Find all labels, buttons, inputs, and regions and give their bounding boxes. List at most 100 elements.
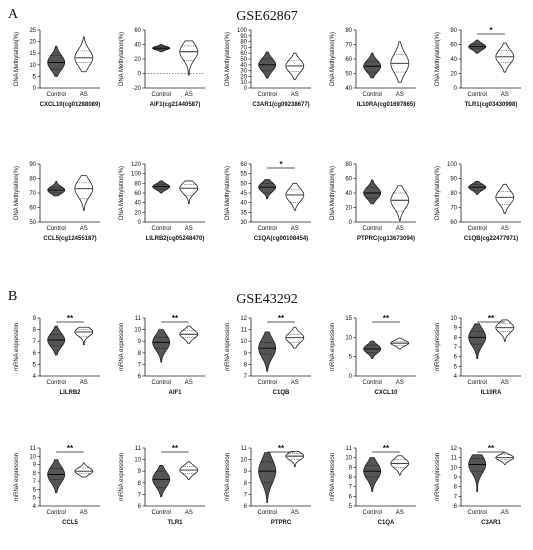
x-tick-label: AS <box>185 380 193 386</box>
y-tick-label: 60 <box>450 43 457 49</box>
chart-panel: 4 5 6 7 8 9 mRNA expression Control AS ** LILRB2 <box>14 314 100 396</box>
y-tick-label: 9 <box>33 316 37 322</box>
violin-control <box>363 179 382 205</box>
y-tick-label: 20 <box>134 57 141 63</box>
x-tick-label: AS <box>396 380 404 386</box>
y-tick-label: 30 <box>240 220 247 226</box>
chart-panel: 50 60 70 80 90 DNA Methylation(%) Control AS CCL… <box>14 162 100 242</box>
x-tick-label: AS <box>501 380 509 386</box>
x-tick-label: AS <box>291 226 299 232</box>
x-tick-label: AS <box>501 92 509 98</box>
y-tick-label: 10 <box>345 456 352 462</box>
y-tick-label: 6 <box>33 351 37 357</box>
y-tick-label: 10 <box>240 80 247 86</box>
x-tick-label: AS <box>396 510 404 516</box>
x-tick-label: AS <box>396 226 404 232</box>
y-tick-label: 10 <box>134 328 141 334</box>
y-tick-label: 7 <box>138 362 142 368</box>
y-tick-label: 8 <box>33 471 37 477</box>
chart-panel: 0 5 10 15 20 25 DNA Methylation(%) Control AS CXC… <box>14 28 100 108</box>
y-tick-label: 40 <box>134 43 141 49</box>
y-tick-label: 80 <box>450 28 457 34</box>
y-axis-label: mRNA expression <box>435 453 441 501</box>
y-tick-label: 10 <box>29 63 36 69</box>
y-tick-label: 6 <box>244 504 248 510</box>
chart-panel: 0 5 10 15 mRNA expression Control AS ** CXCL10 <box>330 314 416 396</box>
y-tick-label: 50 <box>240 181 247 187</box>
y-axis-label: mRNA expression <box>330 453 336 501</box>
y-tick-label: 5 <box>349 504 353 510</box>
y-tick-label: 11 <box>241 446 248 452</box>
y-tick-label: 8 <box>138 481 142 487</box>
y-tick-label: 60 <box>450 220 457 226</box>
y-tick-label: 120 <box>131 162 142 168</box>
violin-control <box>258 452 277 503</box>
x-tick-label: Control <box>468 510 487 516</box>
significance-label: ** <box>278 314 285 323</box>
violin-as <box>179 461 199 480</box>
x-axis-label: C3AR1 <box>481 520 501 526</box>
y-tick-label: 11 <box>135 446 142 452</box>
x-tick-label: AS <box>80 380 88 386</box>
y-tick-label: 10 <box>345 335 352 341</box>
x-tick-label: AS <box>80 92 88 98</box>
violin-as <box>74 462 94 478</box>
x-axis-label: C1QB <box>273 390 290 396</box>
x-tick-label: AS <box>80 510 88 516</box>
y-tick-label: 7 <box>138 492 142 498</box>
x-tick-label: AS <box>396 92 404 98</box>
x-axis-label: TLR1 <box>168 520 184 526</box>
violin-as <box>495 452 515 465</box>
x-tick-label: Control <box>363 380 382 386</box>
violin-as <box>179 180 199 205</box>
y-tick-label: 40 <box>450 57 457 63</box>
x-tick-label: AS <box>501 510 509 516</box>
x-tick-label: Control <box>258 92 277 98</box>
x-axis-label: C1QA(cg00108454) <box>254 236 308 242</box>
x-tick-label: Control <box>152 92 171 98</box>
x-axis-label: IL10RA <box>481 390 502 396</box>
y-tick-label: 60 <box>29 206 36 212</box>
y-tick-label: 15 <box>29 51 36 57</box>
significance-label: * <box>489 26 493 35</box>
y-tick-label: 50 <box>29 220 36 226</box>
y-tick-label: 80 <box>240 40 247 46</box>
y-axis-label: DNA Methylation(%) <box>435 166 441 220</box>
x-tick-label: Control <box>468 92 487 98</box>
y-tick-label: 9 <box>349 465 353 471</box>
y-tick-label: 6 <box>138 504 142 510</box>
y-tick-label: 7 <box>33 479 37 485</box>
significance-label: ** <box>172 444 179 453</box>
chart-panel: 0 20 40 60 80 DNA Methylation(%) Control AS * TLR… <box>435 26 521 108</box>
y-tick-label: 80 <box>345 28 352 34</box>
y-tick-label: 6 <box>349 494 353 500</box>
y-axis-label: DNA Methylation(%) <box>330 32 336 86</box>
y-tick-label: 60 <box>134 191 141 197</box>
y-tick-label: 9 <box>244 351 248 357</box>
y-tick-label: 50 <box>345 72 352 78</box>
y-tick-label: 0 <box>138 220 142 226</box>
y-tick-label: 5 <box>33 362 37 368</box>
y-tick-label: 11 <box>346 446 353 452</box>
significance-label: ** <box>67 314 74 323</box>
violin-control <box>258 331 277 372</box>
y-tick-label: 9 <box>454 326 458 332</box>
y-tick-label: 8 <box>454 335 458 341</box>
y-tick-label: 10 <box>240 458 247 464</box>
violin-as <box>495 319 515 342</box>
y-tick-label: 25 <box>29 28 36 34</box>
y-tick-label: 7 <box>454 345 458 351</box>
x-tick-label: Control <box>258 226 277 232</box>
y-tick-label: 5 <box>33 496 37 502</box>
x-tick-label: Control <box>468 226 487 232</box>
y-tick-label: 9 <box>33 463 37 469</box>
y-tick-label: 11 <box>241 328 248 334</box>
violin-as <box>74 175 94 211</box>
violin-as <box>285 451 305 467</box>
y-tick-label: 100 <box>447 162 458 168</box>
significance-label: ** <box>488 444 495 453</box>
x-axis-label: TLR1(cg03430998) <box>465 102 518 108</box>
x-tick-label: Control <box>258 510 277 516</box>
violin-control <box>47 325 66 356</box>
x-axis-label: PTPRC(cg13673094) <box>357 236 415 242</box>
